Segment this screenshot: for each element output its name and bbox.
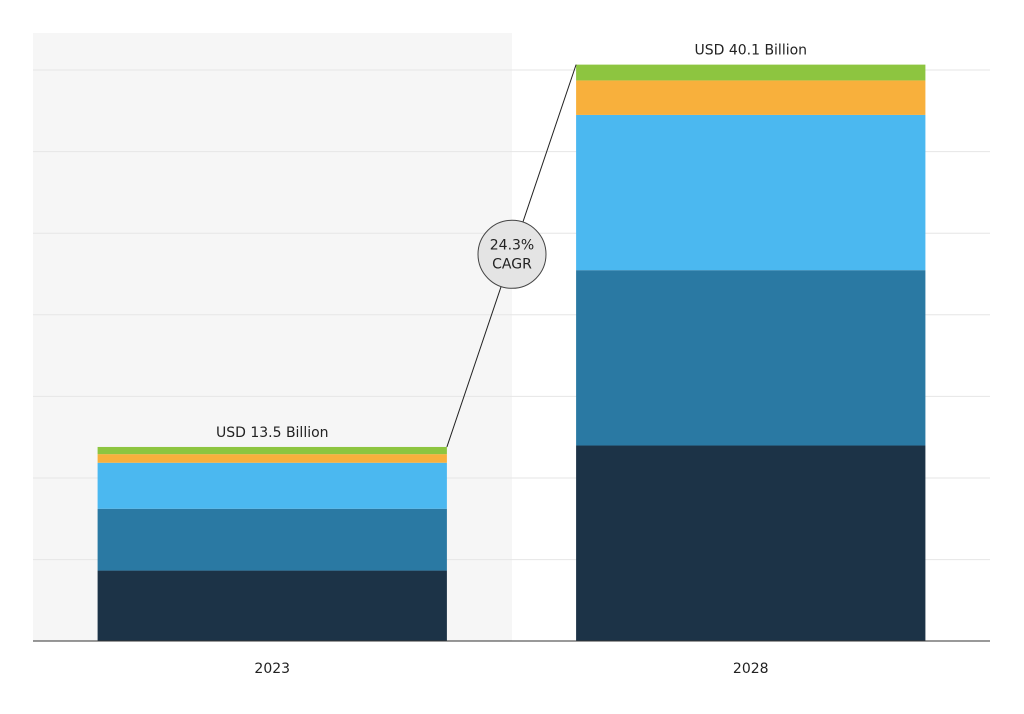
bar-segment [97, 508, 447, 571]
x-tick-label: 2023 [254, 661, 290, 677]
cagr-value: 24.3% [490, 237, 534, 253]
bar-segment [576, 114, 926, 271]
bar-segment [97, 462, 447, 509]
bar-segment [97, 570, 447, 641]
bar-segment [97, 454, 447, 463]
total-label: USD 40.1 Billion [694, 43, 807, 59]
bar-segment [576, 64, 926, 81]
total-label: USD 13.5 Billion [216, 425, 329, 441]
bar-segment [576, 270, 926, 446]
cagr-badge [477, 219, 547, 289]
cagr-caption: CAGR [492, 256, 532, 272]
x-tick-label: 2028 [733, 661, 769, 677]
bar-segment [576, 80, 926, 115]
bar-segment [97, 446, 447, 455]
bar-segment [576, 445, 926, 641]
